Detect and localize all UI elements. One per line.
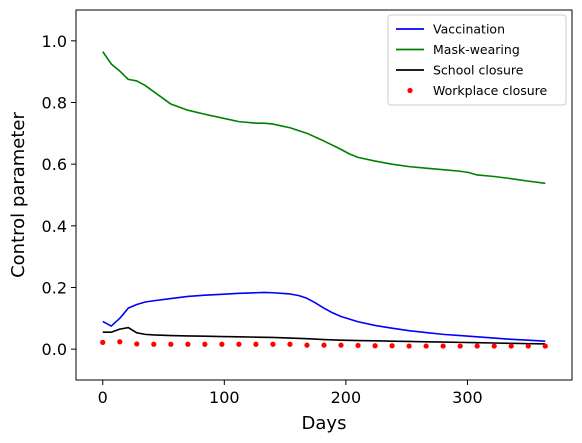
workplace-closure-point — [338, 342, 344, 348]
workplace-closure-point — [542, 343, 548, 349]
x-tick-label: 200 — [331, 388, 362, 407]
y-axis-label: Control parameter — [8, 112, 29, 278]
workplace-closure-point — [372, 343, 378, 349]
workplace-closure-point — [491, 343, 497, 349]
x-tick-label: 100 — [209, 388, 240, 407]
legend-label: School closure — [433, 63, 524, 78]
workplace-closure-point — [321, 342, 327, 348]
workplace-closure-point — [117, 339, 123, 345]
workplace-closure-point — [474, 343, 480, 349]
mask-wearing-line — [102, 51, 546, 185]
legend-item-school-closure: School closure — [396, 63, 524, 78]
x-tick-label: 300 — [452, 388, 483, 407]
workplace-closure-point — [270, 341, 276, 347]
y-tick-label: 0.8 — [42, 94, 67, 113]
legend-item-workplace-closure: Workplace closure — [407, 83, 548, 98]
school-closure-line — [102, 326, 546, 345]
workplace-closure-point — [253, 341, 259, 347]
y-tick-label: 0.4 — [42, 217, 67, 236]
workplace-closure-point — [457, 343, 463, 349]
workplace-closure-point — [389, 343, 395, 349]
workplace-closure-point — [525, 343, 531, 349]
y-tick-label: 1.0 — [42, 32, 67, 51]
workplace-closure-point — [100, 339, 106, 345]
y-tick-label: 0.0 — [42, 340, 67, 359]
workplace-closure-point — [236, 341, 242, 347]
workplace-closure-point — [406, 343, 412, 349]
legend-swatch — [407, 87, 413, 94]
workplace-closure-point — [508, 343, 514, 349]
workplace-closure-point — [423, 343, 429, 349]
x-axis-label: Days — [302, 413, 347, 434]
plot-frame — [75, 9, 573, 381]
legend-label: Mask-wearing — [433, 42, 520, 57]
y-tick-label: 0.2 — [42, 279, 67, 298]
vaccination-line — [102, 291, 546, 342]
workplace-closure-point — [202, 341, 208, 347]
plot-series — [100, 51, 548, 349]
workplace-closure-point — [151, 341, 157, 347]
workplace-closure-point — [440, 343, 446, 349]
y-axis: 0.0 0.2 0.4 0.6 0.8 1.0 — [42, 32, 76, 359]
workplace-closure-point — [355, 342, 361, 349]
workplace-closure-point — [219, 341, 225, 347]
workplace-closure-point — [287, 341, 293, 347]
workplace-closure-point — [304, 342, 310, 348]
workplace-closure-point — [134, 341, 140, 347]
legend-item-mask-wearing: Mask-wearing — [396, 42, 520, 57]
legend-item-vaccination: Vaccination — [396, 22, 505, 37]
legend-box — [387, 14, 567, 106]
x-axis: 0 100 200 300 — [98, 380, 483, 407]
workplace-closure-point — [185, 341, 191, 347]
legend-label: Vaccination — [433, 22, 505, 37]
legend: Vaccination Mask-wearing School closure Wor… — [387, 14, 567, 106]
legend-label: Workplace closure — [433, 83, 548, 98]
workplace-closure-point — [168, 341, 174, 347]
x-tick-label: 0 — [98, 388, 108, 407]
y-tick-label: 0.6 — [42, 155, 67, 174]
